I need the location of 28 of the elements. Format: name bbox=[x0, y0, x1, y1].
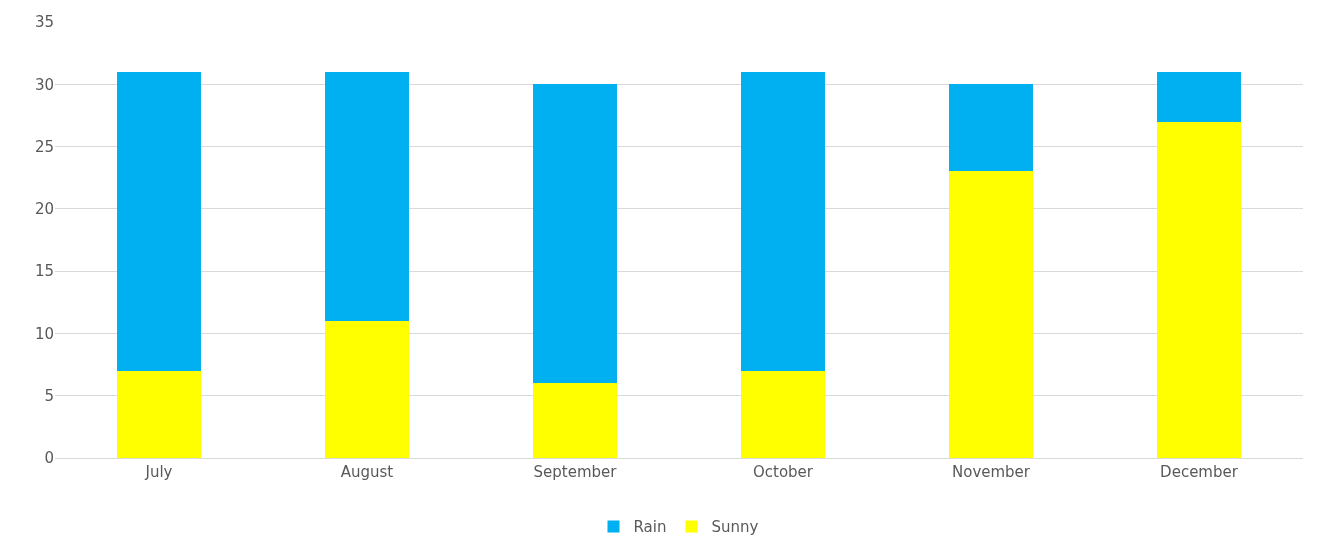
bar bbox=[741, 370, 825, 458]
x-tick-label: July bbox=[144, 463, 173, 481]
x-tick-label: August bbox=[340, 463, 394, 481]
y-tick-label: 20 bbox=[34, 200, 54, 219]
y-tick-label: 10 bbox=[34, 324, 54, 343]
y-tick-label: 25 bbox=[34, 137, 54, 156]
bar bbox=[325, 320, 409, 458]
legend-label: Sunny bbox=[711, 518, 759, 537]
x-tick-label: October bbox=[752, 463, 814, 481]
bar bbox=[533, 383, 617, 458]
bar bbox=[1157, 71, 1241, 122]
bar bbox=[117, 370, 201, 458]
bar bbox=[741, 71, 825, 371]
legend-label: Rain bbox=[633, 518, 667, 537]
bar bbox=[117, 71, 201, 371]
x-tick-label: September bbox=[533, 463, 618, 481]
bar bbox=[1157, 121, 1241, 458]
y-tick-label: 5 bbox=[44, 386, 54, 405]
bar bbox=[949, 171, 1033, 458]
bar bbox=[949, 84, 1033, 172]
bar bbox=[533, 84, 617, 384]
y-tick-label: 35 bbox=[34, 13, 54, 32]
bar bbox=[325, 71, 409, 321]
y-tick-label: 30 bbox=[34, 75, 54, 94]
y-tick-label: 15 bbox=[34, 262, 54, 281]
x-tick-label: November bbox=[951, 463, 1031, 481]
y-tick-label: 0 bbox=[44, 449, 54, 468]
x-tick-label: December bbox=[1160, 463, 1239, 481]
